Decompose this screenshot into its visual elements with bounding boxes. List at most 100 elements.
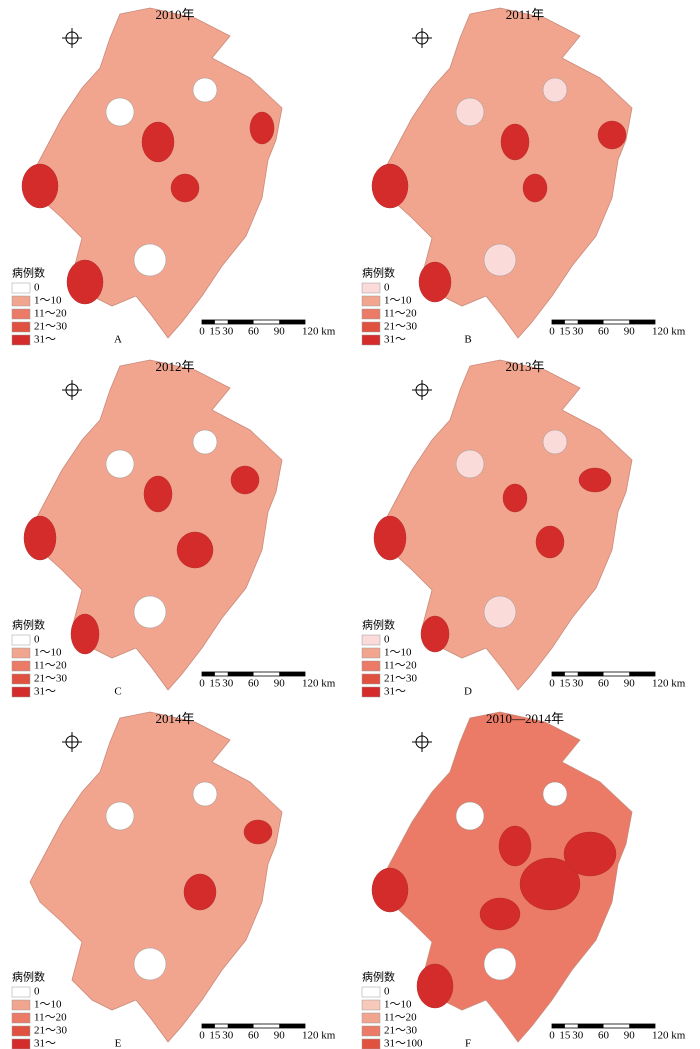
region (371, 163, 409, 209)
legend-swatch (11, 282, 31, 294)
legend-label: 0 (34, 986, 40, 998)
region-zero (192, 77, 218, 103)
region (500, 123, 530, 161)
region-zero (542, 429, 568, 455)
region (420, 615, 450, 653)
scale-label: 90 (274, 1030, 286, 1042)
region (70, 613, 100, 655)
region (371, 867, 409, 913)
province-outline (379, 359, 633, 691)
region (502, 483, 528, 513)
legend-label: 0 (34, 634, 40, 646)
scale-segment (202, 672, 215, 676)
scale-label: 60 (598, 326, 610, 338)
legend-label: 11～20 (384, 1012, 417, 1024)
legend-swatch (11, 647, 31, 659)
legend-swatch (11, 308, 31, 320)
legend-label: 0 (384, 986, 390, 998)
scale-label: 120 km (302, 678, 336, 690)
panel-letter: D (464, 686, 472, 698)
region (183, 873, 217, 911)
legend-swatch (11, 686, 31, 698)
region (563, 831, 617, 877)
legend-label: 21～30 (384, 1025, 417, 1037)
scale-segment (552, 672, 565, 676)
scale-segment (629, 1024, 655, 1028)
panel-title: 2011年 (506, 7, 545, 22)
region-zero (105, 97, 135, 127)
legend-label: 1～10 (384, 295, 412, 307)
legend-label: 31～ (384, 334, 406, 346)
region (535, 525, 565, 559)
legend-swatch (361, 673, 381, 685)
scale-segment (577, 672, 604, 676)
legend-swatch (361, 986, 381, 998)
region-zero (133, 595, 167, 629)
compass (412, 28, 432, 48)
province-outline (379, 711, 633, 1043)
map-panel: 2010—2014年病例数01～1011～2021～3031～100101～F0… (361, 711, 686, 1049)
scale-segment (577, 1024, 604, 1028)
legend-swatch (361, 1012, 381, 1024)
region (170, 173, 200, 203)
legend-swatch (361, 647, 381, 659)
legend-label: 21～30 (384, 321, 417, 333)
scale-label: 90 (624, 678, 636, 690)
scale-label: 120 km (652, 678, 686, 690)
scale-label: 60 (598, 1030, 610, 1042)
panel-title: 2013年 (505, 359, 544, 374)
scale-label: 60 (248, 1030, 260, 1042)
panel-letter: F (465, 1038, 471, 1049)
compass (412, 380, 432, 400)
legend-label: 31～ (34, 1038, 56, 1049)
region (498, 825, 532, 867)
panel-letter: A (114, 334, 122, 346)
scale-label: 30 (572, 678, 584, 690)
scale-label: 30 (222, 1030, 234, 1042)
scale-label: 120 km (652, 1030, 686, 1042)
legend-swatch (361, 1025, 381, 1037)
region-zero (542, 781, 568, 807)
region (479, 897, 521, 931)
legend-swatch (361, 686, 381, 698)
scale-segment (227, 320, 254, 324)
region (519, 857, 581, 911)
region-zero (133, 243, 167, 277)
scale-label: 90 (624, 326, 636, 338)
scale-segment (629, 320, 655, 324)
compass (62, 380, 82, 400)
scale-segment (279, 320, 305, 324)
scale-segment (227, 1024, 254, 1028)
legend-swatch (11, 999, 31, 1011)
region (418, 261, 452, 303)
scale-label: 0 (549, 678, 555, 690)
region (578, 467, 612, 493)
legend-title: 病例数 (362, 266, 395, 280)
region (66, 259, 104, 305)
scale-segment (279, 672, 305, 676)
scale-label: 30 (572, 1030, 584, 1042)
legend-swatch (361, 999, 381, 1011)
scale-label: 0 (199, 326, 205, 338)
legend-label: 1～10 (384, 999, 412, 1011)
legend-swatch (361, 1038, 381, 1049)
compass (412, 732, 432, 752)
legend-swatch (361, 321, 381, 333)
panel-letter: C (114, 686, 121, 698)
scale-label: 60 (248, 326, 260, 338)
scale-label: 60 (598, 678, 610, 690)
region-zero (455, 801, 485, 831)
region (230, 465, 260, 495)
legend-swatch (361, 295, 381, 307)
legend-label: 0 (384, 634, 390, 646)
scale-segment (577, 320, 604, 324)
region (597, 120, 627, 150)
legend-swatch (11, 1038, 31, 1049)
scale-label: 90 (274, 326, 286, 338)
scale-label: 0 (549, 1030, 555, 1042)
scale-label: 15 (559, 326, 571, 338)
province-outline (29, 711, 283, 1043)
scale-label: 15 (209, 1030, 221, 1042)
